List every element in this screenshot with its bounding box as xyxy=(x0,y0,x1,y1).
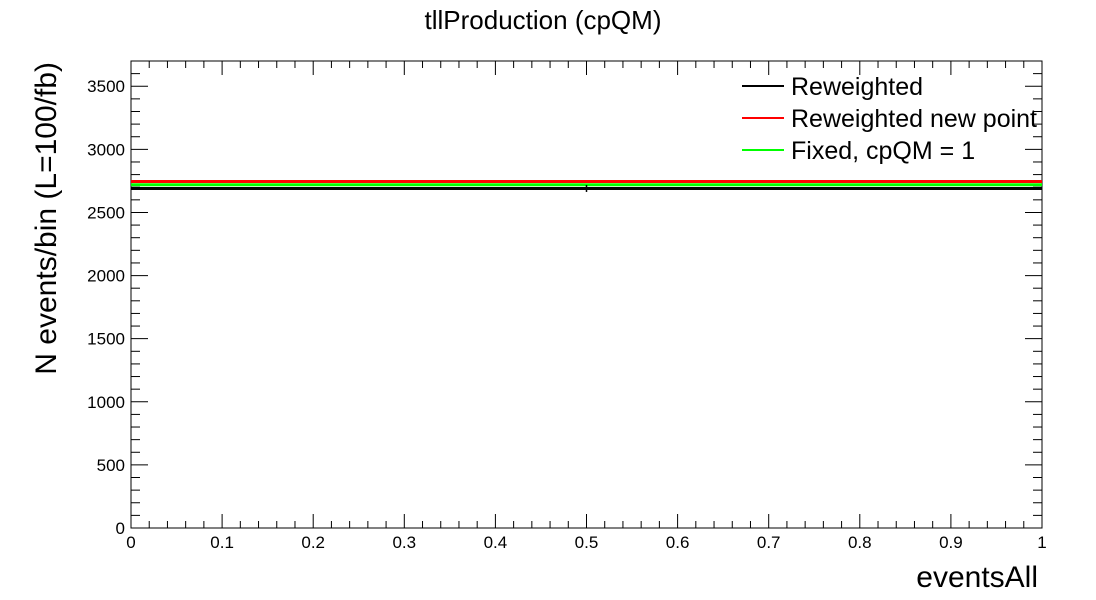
x-tick-label: 0.9 xyxy=(939,533,963,552)
x-tick-label: 0.2 xyxy=(301,533,325,552)
x-tick-label: 0.1 xyxy=(210,533,234,552)
x-tick-label: 1 xyxy=(1037,533,1046,552)
y-tick-label: 1000 xyxy=(87,393,125,412)
y-tick-label: 3500 xyxy=(87,77,125,96)
y-tick-label: 1500 xyxy=(87,330,125,349)
x-tick-label: 0 xyxy=(126,533,135,552)
legend-label: Reweighted xyxy=(791,73,923,101)
x-tick-label: 0.8 xyxy=(848,533,872,552)
legend-label: Fixed, cpQM = 1 xyxy=(791,137,975,165)
y-tick-label: 3000 xyxy=(87,140,125,159)
x-tick-label: 0.3 xyxy=(392,533,416,552)
legend: Reweighted Reweighted new point Fixed, cpQ… xyxy=(742,73,1037,165)
chart-title: tllProduction (cpQM) xyxy=(425,5,662,35)
x-tick-label: 0.6 xyxy=(666,533,690,552)
x-tick-label: 0.4 xyxy=(484,533,508,552)
series-lines xyxy=(131,180,1042,192)
x-tick-label: 0.7 xyxy=(757,533,781,552)
y-tick-label: 0 xyxy=(116,519,125,538)
legend-label: Reweighted new point xyxy=(791,105,1037,133)
y-axis-label: N events/bin (L=100/fb) xyxy=(30,62,63,375)
x-tick-label: 0.5 xyxy=(575,533,599,552)
axis-ticks: 0 0.1 0.2 0.3 0.4 0.5 0.6 0.7 0.8 0.9 1 0 500 1000 150… xyxy=(87,60,1047,552)
y-tick-label: 2000 xyxy=(87,267,125,286)
y-tick-label: 500 xyxy=(97,456,125,475)
x-axis-label: eventsAll xyxy=(916,561,1038,594)
y-tick-label: 2500 xyxy=(87,203,125,222)
